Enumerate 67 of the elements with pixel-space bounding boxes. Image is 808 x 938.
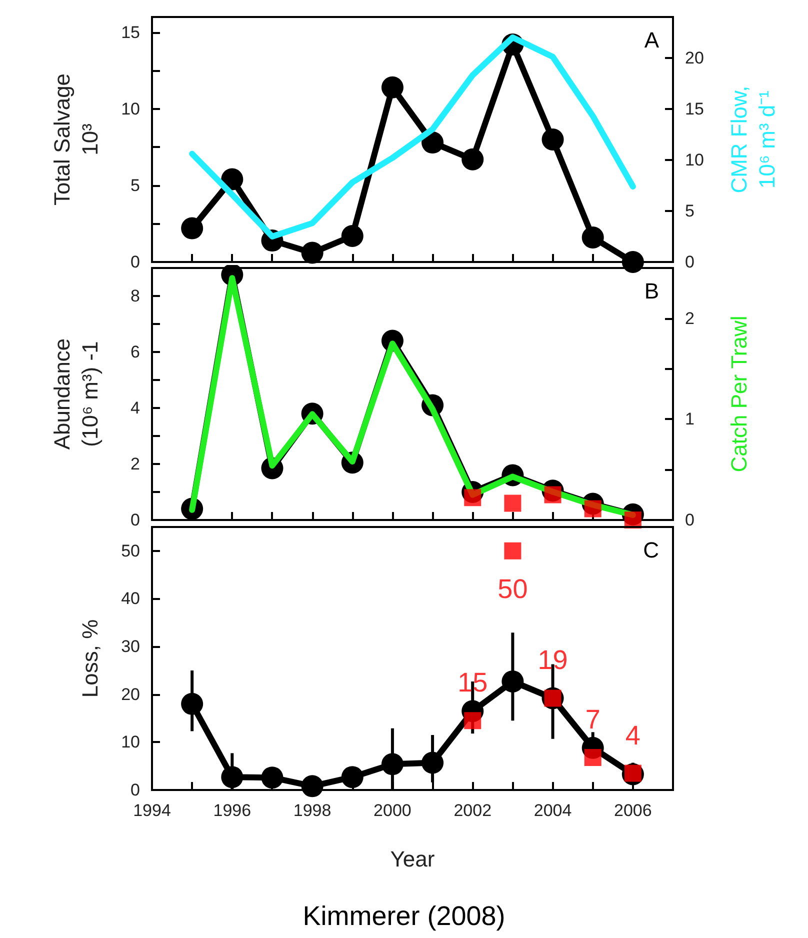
y-tick-label: 10 <box>121 99 140 118</box>
y2-tick-label: 2 <box>685 308 694 328</box>
y2-tick-label: 0 <box>685 252 694 272</box>
y-tick-label: 15 <box>121 22 140 42</box>
point <box>422 752 444 774</box>
y-tick-label: 0 <box>130 252 140 272</box>
y2-tick-label: 20 <box>685 48 704 68</box>
point <box>502 670 524 692</box>
point <box>622 251 644 273</box>
y-tick-label: 30 <box>121 637 140 656</box>
y-tick-label: 0 <box>130 780 140 800</box>
y-axis-title: Loss, % <box>78 619 102 698</box>
point <box>261 766 284 789</box>
y2-tick-label: 5 <box>685 201 694 220</box>
y-tick-label: 4 <box>130 398 140 418</box>
y2-axis-title: Catch Per Trawl <box>726 316 752 472</box>
data-label: 15 <box>458 668 488 698</box>
y-tick-label: 2 <box>130 454 140 474</box>
y-tick-label: 20 <box>121 684 140 704</box>
point <box>462 148 484 170</box>
point <box>542 128 564 150</box>
annotation: B <box>644 278 659 304</box>
y2-tick-label: 15 <box>685 99 704 118</box>
annotation: C <box>643 538 660 562</box>
y-axis-title: Abundance (10⁶ m³) -1 <box>50 338 102 450</box>
point <box>181 692 204 715</box>
point <box>341 224 364 247</box>
point <box>221 766 244 788</box>
point <box>381 76 404 98</box>
data-label: 7 <box>585 704 600 734</box>
y-tick-label: 50 <box>121 541 140 560</box>
x-tick-label: 1998 <box>293 801 332 820</box>
point <box>341 766 364 788</box>
x-axis-title: Year <box>390 846 435 872</box>
x-tick-label: 2000 <box>374 801 412 820</box>
point <box>504 494 522 512</box>
point <box>504 542 522 560</box>
x-tick-label: 1996 <box>213 801 252 820</box>
point <box>301 775 324 798</box>
y-tick-label: 40 <box>121 589 140 608</box>
point <box>464 712 482 730</box>
y2-tick-label: 1 <box>685 410 694 429</box>
x-tick-label: 2004 <box>534 801 572 820</box>
y2-tick-label: 0 <box>685 510 694 530</box>
point <box>381 753 404 776</box>
point <box>181 217 204 240</box>
data-label: 50 <box>498 574 528 604</box>
y-tick-label: 6 <box>130 342 140 362</box>
point <box>301 242 324 264</box>
y-tick-label: 10 <box>121 732 140 752</box>
y2-axis-title: CMR Flow, 10⁶ m³ d⁻¹ <box>726 86 780 194</box>
x-tick-label: 1994 <box>133 801 171 820</box>
annotation: A <box>644 28 660 52</box>
y2-tick-label: 10 <box>685 150 704 170</box>
x-tick-label: 2002 <box>454 801 492 820</box>
x-tick-label: 2006 <box>614 801 652 820</box>
point <box>422 132 444 154</box>
text: Kimmerer (2008) <box>302 901 506 931</box>
point <box>582 226 604 248</box>
data-label: 19 <box>538 645 568 676</box>
y-tick-label: 8 <box>130 286 140 306</box>
y-axis-title: Total Salvage 10³ <box>50 73 102 206</box>
y-tick-label: 5 <box>130 176 140 195</box>
y-tick-label: 0 <box>130 510 140 530</box>
data-label: 4 <box>625 720 640 750</box>
point <box>584 748 602 766</box>
point <box>221 168 244 190</box>
